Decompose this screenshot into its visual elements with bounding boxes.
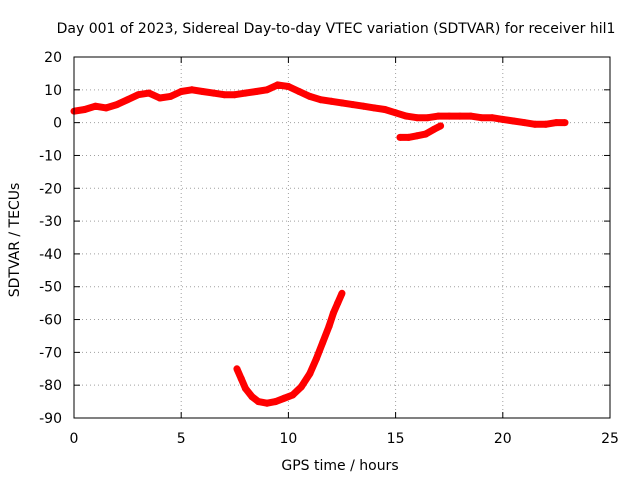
data-point <box>561 119 569 127</box>
data-point <box>520 119 528 127</box>
chart-title: Day 001 of 2023, Sidereal Day-to-day VTE… <box>57 21 616 37</box>
data-point <box>263 399 271 407</box>
data-point <box>252 88 260 95</box>
data-point <box>413 114 421 122</box>
data-point <box>370 104 378 112</box>
data-point <box>209 89 217 97</box>
data-point <box>542 120 550 128</box>
data-point <box>435 112 442 120</box>
data-point <box>231 91 239 99</box>
data-point <box>422 130 430 138</box>
data-point <box>295 88 303 95</box>
data-point <box>445 112 453 120</box>
data-point <box>334 299 342 307</box>
data-point <box>242 385 249 392</box>
data-point <box>317 96 325 104</box>
data-point <box>81 106 89 113</box>
data-point <box>325 322 333 330</box>
data-point <box>392 109 400 117</box>
data-point <box>102 104 110 112</box>
data-point <box>91 102 99 110</box>
y-tick-label: 0 <box>53 116 62 132</box>
x-tick-label: 25 <box>601 431 619 447</box>
data-point <box>237 375 245 383</box>
data-point <box>349 101 357 109</box>
data-point <box>220 91 228 99</box>
data-point <box>319 339 327 346</box>
y-tick-label: 10 <box>44 83 62 99</box>
x-tick-label: 5 <box>177 431 186 447</box>
data-series <box>70 81 569 407</box>
y-tick-label: -10 <box>39 148 62 164</box>
data-point <box>124 96 132 104</box>
data-point <box>510 117 517 125</box>
data-point <box>488 114 496 122</box>
data-point <box>477 114 485 122</box>
data-point <box>272 398 279 406</box>
data-point <box>456 112 464 120</box>
y-tick-label: -80 <box>39 378 62 394</box>
axis-ticks <box>73 56 611 419</box>
data-point <box>177 88 185 95</box>
y-tick-label: 20 <box>44 50 62 66</box>
grid-lines <box>74 57 610 418</box>
data-point <box>329 309 337 317</box>
data-point <box>284 83 292 90</box>
data-point <box>263 86 271 94</box>
y-tick-label: -50 <box>39 280 62 296</box>
data-point <box>297 383 305 391</box>
tick-labels: 0 5 10 15 20 25 -90 -80 -70 -60 -50 -40 -30 -20 -10 0 10… <box>39 50 619 447</box>
data-point <box>280 394 288 402</box>
plot-frame <box>73 56 611 419</box>
data-point <box>145 89 153 97</box>
y-tick-label: -90 <box>39 411 62 427</box>
x-tick-label: 20 <box>494 431 512 447</box>
data-point <box>306 92 314 100</box>
data-point <box>338 289 346 297</box>
y-tick-label: -40 <box>39 247 62 263</box>
data-point <box>381 106 389 113</box>
x-axis-title: GPS time / hours <box>281 458 398 474</box>
data-point <box>413 132 421 140</box>
data-point <box>248 393 256 401</box>
data-point <box>327 97 335 105</box>
data-point <box>499 115 507 123</box>
data-point <box>402 112 410 120</box>
data-point <box>134 91 142 99</box>
y-tick-label: -70 <box>39 345 62 361</box>
data-point <box>199 88 207 95</box>
x-tick-label: 10 <box>279 431 297 447</box>
y-tick-label: -30 <box>39 214 62 230</box>
data-point <box>167 92 174 100</box>
data-point <box>233 365 241 373</box>
data-point <box>254 398 262 406</box>
x-tick-label: 15 <box>387 431 405 447</box>
y-tick-label: -20 <box>39 181 62 197</box>
data-point <box>437 122 445 130</box>
data-point <box>306 370 314 378</box>
data-point <box>289 391 297 399</box>
data-point <box>396 133 404 141</box>
data-point <box>156 94 164 102</box>
data-point <box>424 114 432 122</box>
data-point <box>430 125 438 133</box>
data-point <box>242 89 249 97</box>
data-point <box>274 81 282 89</box>
data-point <box>552 119 560 127</box>
series-line <box>233 291 346 407</box>
data-point <box>113 101 121 109</box>
x-tick-label: 0 <box>70 431 79 447</box>
data-point <box>338 99 346 107</box>
data-point <box>405 133 412 141</box>
data-point <box>359 102 367 110</box>
data-point <box>467 112 475 120</box>
y-axis-title: SDTVAR / TECUs <box>7 183 23 298</box>
data-point <box>188 86 196 94</box>
data-point <box>531 120 539 128</box>
y-tick-label: -60 <box>39 313 62 329</box>
data-point <box>312 355 320 363</box>
